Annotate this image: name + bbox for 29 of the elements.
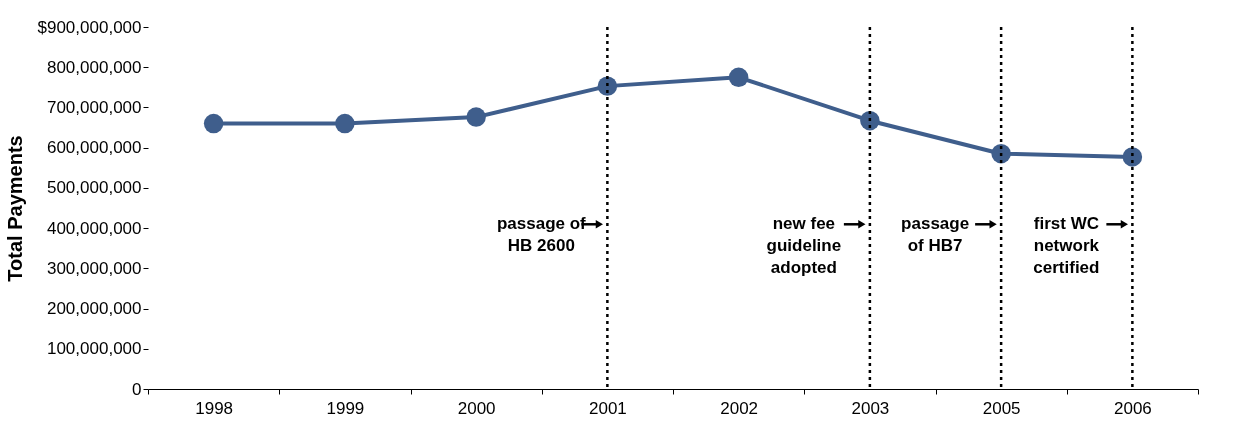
x-tick-label: 2001 [588, 398, 627, 418]
y-tick-label: 0 [132, 379, 142, 399]
point [991, 143, 1011, 164]
x-tick-label: 2005 [982, 398, 1021, 418]
point [335, 113, 355, 134]
ref-line-label: passage of HB7 [901, 214, 970, 256]
y-tick-label: 300,000,000 [46, 258, 142, 278]
y-tick-label: 100,000,000 [46, 339, 142, 359]
x-tick-label: 1999 [326, 398, 365, 418]
ref-line-label: new fee guideline adopted [766, 214, 842, 278]
y-axis-title: Total Payments [3, 135, 26, 282]
y-tick-label: 500,000,000 [46, 178, 142, 198]
point [728, 67, 749, 88]
ref-line-label: passage of HB 2600 [496, 214, 587, 256]
y-tick-label: 200,000,000 [46, 299, 142, 319]
x-tick-label: 1998 [195, 398, 234, 418]
x-tick-label: 2006 [1113, 398, 1152, 418]
point [203, 113, 224, 134]
x-tick-label: 2002 [720, 398, 759, 418]
x-tick-label: 2000 [457, 398, 496, 418]
point [860, 110, 880, 131]
ref-line-label: first WC network certified [1033, 214, 1100, 278]
y-tick-label: 700,000,000 [46, 97, 142, 117]
y-tick-label: 800,000,000 [46, 57, 142, 77]
y-tick-label: 600,000,000 [46, 138, 142, 158]
y-tick-label: $900,000,000 [37, 17, 142, 37]
y-tick-label: 400,000,000 [46, 218, 142, 238]
x-tick-label: 2003 [851, 398, 890, 418]
point [466, 107, 486, 127]
